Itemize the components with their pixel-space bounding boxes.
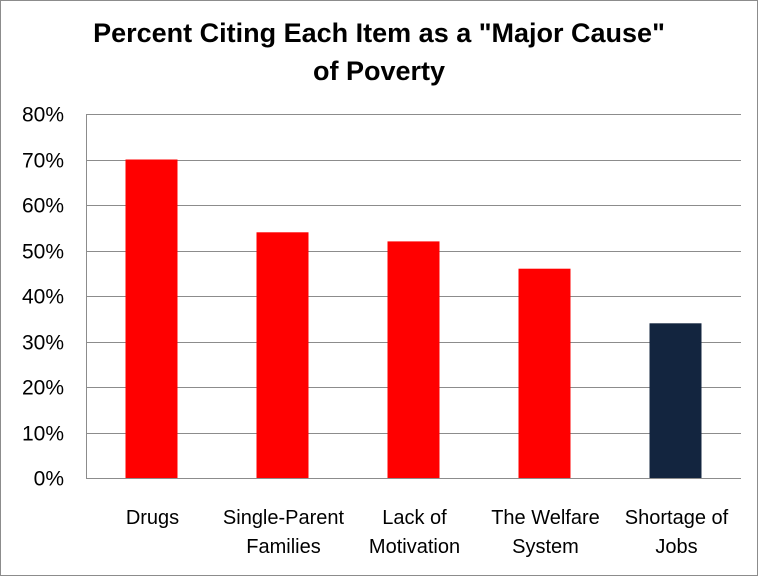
- x-category-label: Families: [246, 536, 320, 558]
- y-tick-label: 10%: [22, 423, 64, 446]
- bar: [387, 241, 440, 478]
- chart-title-line-2: of Poverty: [312, 56, 446, 86]
- y-tick-label: 70%: [22, 150, 64, 173]
- y-tick-label: 30%: [22, 332, 64, 355]
- x-category-label: Lack of: [382, 507, 447, 529]
- x-category-label: Drugs: [126, 507, 179, 529]
- chart-title-line-1: Percent Citing Each Item as a "Major Cau…: [93, 18, 665, 48]
- bar: [125, 159, 178, 478]
- bar: [649, 323, 702, 478]
- y-tick-label: 80%: [22, 104, 64, 127]
- x-category-label: Jobs: [655, 536, 697, 558]
- y-tick-label: 40%: [22, 286, 64, 309]
- y-tick-label: 0%: [34, 468, 64, 491]
- y-tick-label: 20%: [22, 377, 64, 400]
- y-tick-label: 60%: [22, 195, 64, 218]
- x-category-label: The Welfare: [491, 507, 600, 529]
- chart-title: Percent Citing Each Item as a "Major Cau…: [0, 14, 758, 90]
- x-category-label: Single-Parent: [223, 507, 345, 529]
- x-category-label: System: [512, 536, 579, 558]
- bar: [518, 268, 571, 478]
- y-tick-label: 50%: [22, 241, 64, 264]
- bar: [256, 232, 309, 478]
- x-category-label: Shortage of: [625, 507, 729, 529]
- x-category-label: Motivation: [369, 536, 460, 558]
